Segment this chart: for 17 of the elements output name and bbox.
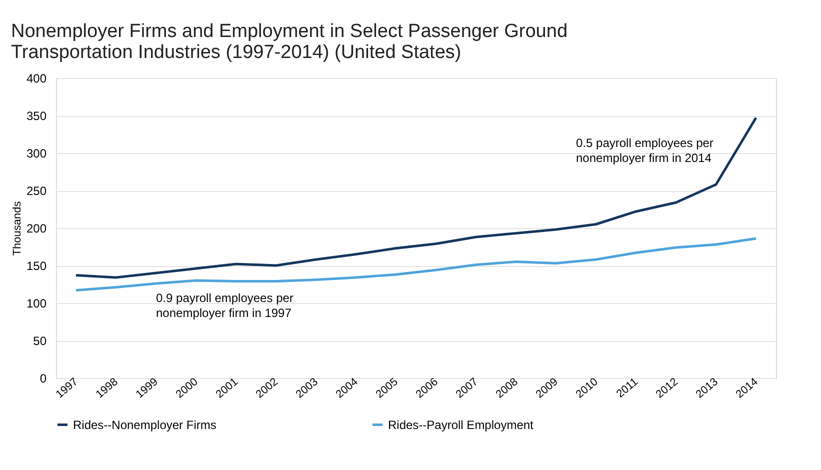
y-tick-label: 0: [40, 372, 47, 386]
annotation: 0.9 payroll employees per nonemployer firm in 1997: [156, 291, 294, 320]
y-tick-label: 400: [26, 72, 47, 86]
legend-label: Rides--Nonemployer Firms: [73, 418, 216, 432]
y-tick-label: 150: [26, 259, 47, 273]
y-axis-title: Thousands: [11, 200, 24, 256]
line-series: [74, 237, 758, 292]
legend-label: Rides--Payroll Employment: [388, 418, 534, 432]
y-tick-label: 100: [26, 296, 47, 310]
y-tick-label: 350: [26, 109, 47, 123]
y-tick-label: 200: [26, 222, 47, 236]
annotation: 0.5 payroll employees per nonemployer firm in 2014: [576, 136, 714, 165]
y-tick-label: 50: [33, 334, 47, 348]
chart-title: Nonemployer Firms and Employment in Select Passenger Ground Transportation Industries (1997-2014) (United States): [10, 21, 568, 63]
line-series: [74, 116, 758, 279]
y-tick-label: 300: [26, 146, 47, 160]
y-tick-label: 250: [26, 184, 47, 198]
